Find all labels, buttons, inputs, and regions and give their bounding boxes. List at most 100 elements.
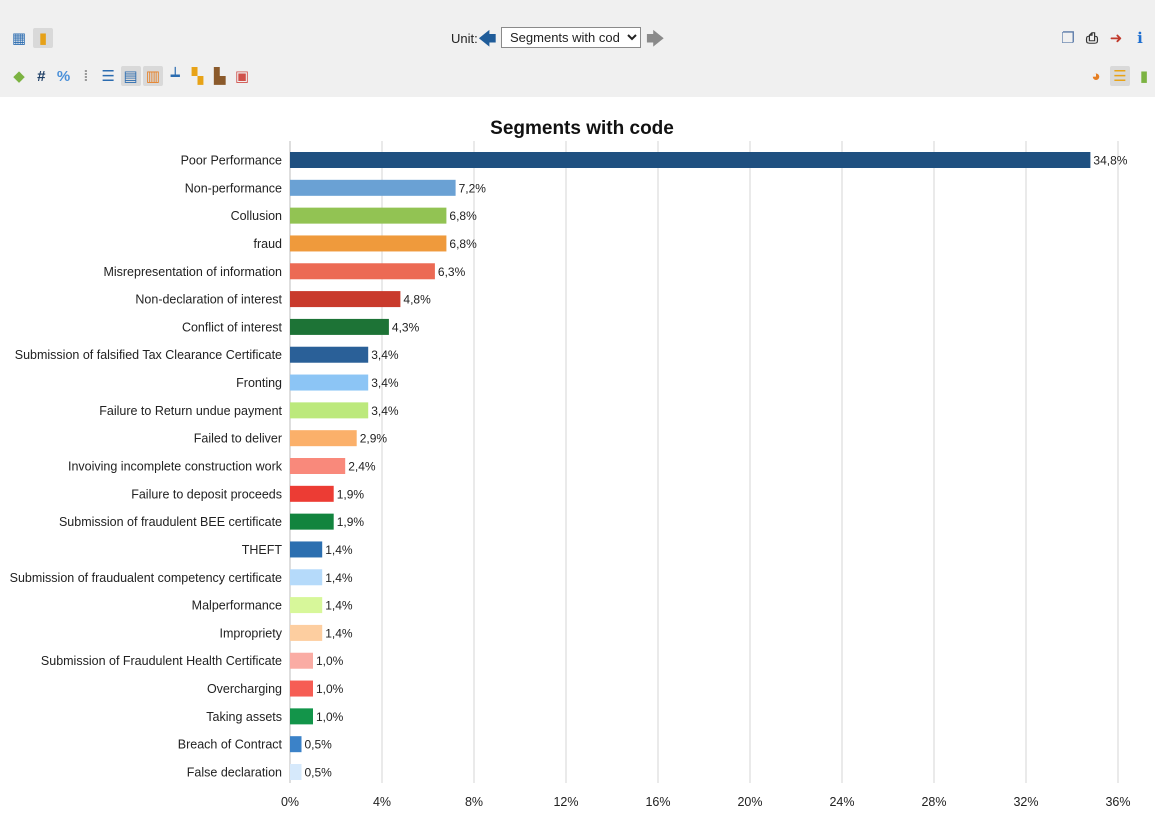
bar[interactable] (290, 152, 1091, 168)
category-label: Taking assets (206, 710, 282, 724)
bar-chart-vertical-icon[interactable]: ▮ (1139, 67, 1149, 85)
value-label: 1,4% (325, 571, 353, 585)
bar[interactable] (290, 291, 401, 308)
settings-panel-icon[interactable]: ▣ (234, 67, 250, 85)
bar[interactable] (290, 430, 357, 447)
value-label: 7,2% (459, 181, 487, 195)
x-tick-label: 28% (921, 795, 946, 809)
value-label: 4,3% (392, 320, 420, 334)
value-label: 3,4% (371, 404, 399, 418)
info-icon[interactable]: ℹ (1137, 29, 1143, 47)
unit-select[interactable]: Segments with code (501, 27, 641, 48)
value-label: 1,0% (316, 710, 344, 724)
export-icon[interactable]: ➜ (1109, 29, 1123, 47)
category-label: False declaration (187, 766, 282, 780)
value-labels-icon[interactable]: ▥ (142, 66, 163, 86)
bar[interactable] (290, 736, 302, 753)
value-label: 3,4% (371, 348, 399, 362)
category-labels: Poor Performance Non-performance Collusion… (10, 154, 283, 780)
x-axis-ticks: 0% 4% 8% 12% 16% 20% 24% 28% 32% 36% (281, 795, 1131, 809)
x-tick-label: 16% (645, 795, 670, 809)
category-label: Impropriety (219, 626, 282, 640)
bar[interactable] (290, 235, 447, 252)
category-label: Submission of fraudualent competency cer… (10, 571, 282, 585)
toolbar: ▦ ▮ ◆ #% ⁞ ☰ ▤ ▥ ┷ ▚ ▙ ▣ ❐ ⎙ ➜ ℹ ◕ ☰ ▮ Unit: 🡄 Segments… (0, 0, 1155, 97)
format-icon[interactable]: ▙ (213, 67, 226, 85)
value-label: 2,9% (360, 432, 388, 446)
grid-lines-icon[interactable]: ▤ (120, 66, 141, 86)
copy-icon[interactable]: ❐ (1061, 29, 1075, 47)
value-labels: 34,8% 7,2% 6,8% 6,8% 6,3% 4,8% 4,3% 3,4% 3,4% 3,4… (305, 154, 1128, 780)
bar[interactable] (290, 402, 369, 419)
category-label: THEFT (242, 543, 283, 557)
bar[interactable] (290, 624, 323, 641)
color-palette-icon[interactable]: ▚ (191, 67, 204, 85)
x-tick-label: 20% (737, 795, 762, 809)
value-label: 2,4% (348, 460, 376, 474)
bar[interactable] (290, 597, 323, 614)
category-label: fraud (254, 237, 283, 251)
chart-view-icon[interactable]: ▮ (33, 28, 53, 48)
bar[interactable] (290, 346, 369, 363)
list-icon[interactable]: ☰ (101, 67, 115, 85)
category-label: Non-performance (185, 181, 282, 195)
value-label: 1,0% (316, 654, 344, 668)
chart: Segments with code Poor Performance Non-p… (10, 118, 1131, 809)
x-tick-label: 0% (281, 795, 299, 809)
value-label: 6,3% (438, 265, 466, 279)
category-label: Collusion (231, 209, 282, 223)
bar[interactable] (290, 652, 313, 669)
bar-chart-horizontal-icon[interactable]: ☰ (1110, 66, 1130, 86)
bar[interactable] (290, 207, 447, 224)
value-label: 1,9% (337, 487, 365, 501)
bar[interactable] (290, 458, 346, 474)
bar[interactable] (290, 513, 334, 530)
number-sign-icon[interactable]: # (37, 67, 46, 85)
category-label: Submission of Fraudulent Health Certific… (41, 654, 282, 668)
table-view-icon[interactable]: ▦ (11, 29, 27, 47)
value-label: 6,8% (449, 209, 477, 223)
category-label: Failed to deliver (194, 432, 282, 446)
x-tick-label: 24% (829, 795, 854, 809)
category-label: Invoiving incomplete construction work (68, 460, 283, 474)
sort-bars-icon[interactable]: ⁞ (83, 67, 89, 85)
unit-label: Unit: (451, 31, 478, 46)
bar[interactable] (290, 318, 389, 335)
arrow-right-icon[interactable]: 🡆 (646, 29, 665, 49)
category-label: Breach of Contract (178, 738, 283, 752)
category-label: Conflict of interest (182, 320, 283, 334)
category-label: Poor Performance (181, 154, 282, 168)
category-label: Submission of falsified Tax Clearance Ce… (15, 348, 282, 362)
bar[interactable] (290, 541, 323, 558)
label-tag-icon[interactable]: ◆ (13, 67, 25, 85)
percent-icon[interactable]: % (56, 67, 71, 85)
print-icon[interactable]: ⎙ (1085, 29, 1098, 47)
bar[interactable] (290, 569, 323, 586)
bar[interactable] (290, 374, 369, 391)
bar[interactable] (290, 179, 456, 196)
value-label: 34,8% (1093, 154, 1127, 168)
category-label: Malperformance (192, 599, 282, 613)
bar[interactable] (290, 708, 313, 725)
value-label: 0,5% (305, 766, 333, 780)
arrow-left-icon[interactable]: 🡄 (478, 29, 497, 49)
category-label: Overcharging (207, 682, 282, 696)
bar[interactable] (290, 263, 435, 280)
bars (290, 152, 1091, 780)
pie-chart-icon[interactable]: ◕ (1091, 67, 1101, 85)
value-label: 1,0% (316, 682, 344, 696)
gridlines (289, 141, 1119, 783)
x-tick-label: 32% (1013, 795, 1038, 809)
x-tick-label: 12% (553, 795, 578, 809)
category-label: Non-declaration of interest (135, 293, 282, 307)
bar[interactable] (290, 680, 313, 697)
axis-labels-icon[interactable]: ┷ (170, 67, 180, 85)
x-tick-label: 8% (465, 795, 483, 809)
value-label: 0,5% (305, 738, 333, 752)
bar[interactable] (290, 485, 334, 502)
value-label: 3,4% (371, 376, 399, 390)
chart-title: Segments with code (490, 118, 674, 139)
category-label: Fronting (236, 376, 282, 390)
bar[interactable] (290, 764, 302, 780)
value-label: 1,4% (325, 543, 353, 557)
